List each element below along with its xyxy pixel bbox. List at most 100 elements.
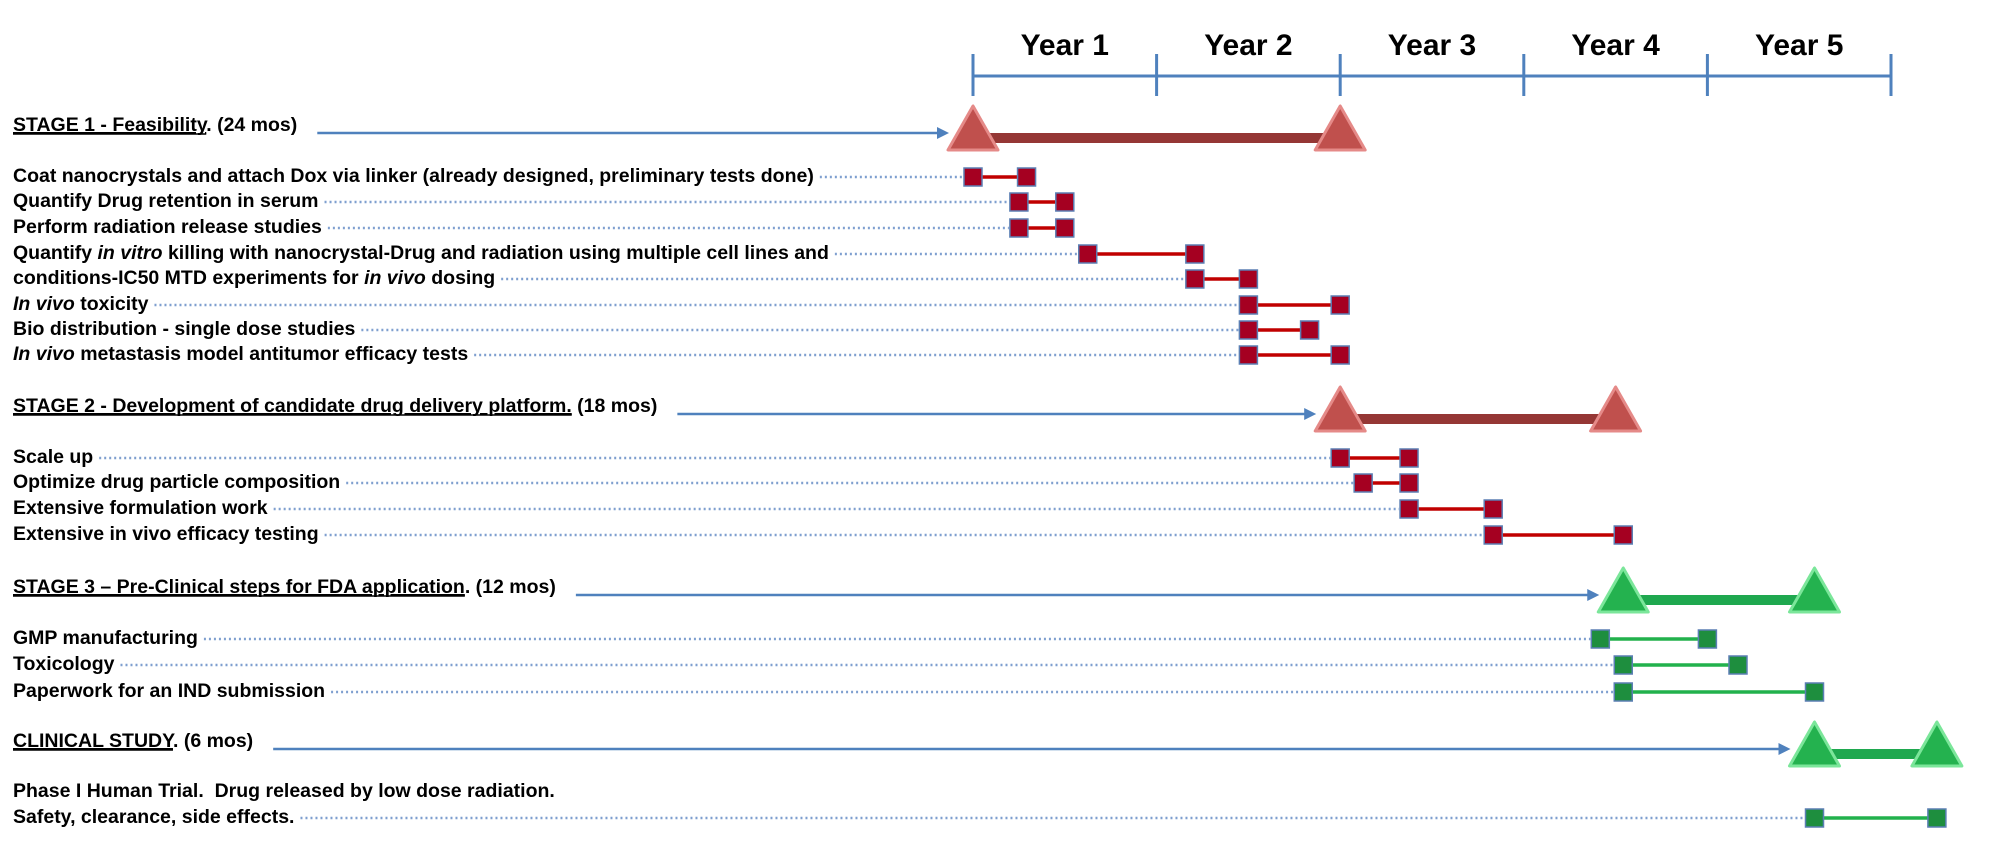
task-label: In vivo toxicity — [13, 293, 149, 315]
task-label: Toxicology — [13, 653, 115, 675]
task-label: Perform radiation release studies — [13, 216, 322, 238]
task-start-marker — [1613, 682, 1633, 702]
task-label-part: Extensive formulation work — [13, 497, 268, 519]
task-label: Scale up — [13, 446, 93, 468]
task-label: Quantify in vitro killing with nanocryst… — [13, 242, 829, 264]
task-end-marker — [1055, 192, 1075, 212]
task-start-marker — [1483, 525, 1503, 545]
stage-label: STAGE 2 - Development of candidate drug … — [13, 395, 657, 417]
task-label-part: GMP manufacturing — [13, 627, 198, 649]
task-label-part: In vivo — [13, 293, 75, 315]
task-start-marker — [1238, 295, 1259, 315]
stage-label: STAGE 1 - Feasibility. (24 mos) — [13, 114, 297, 136]
task-end-marker — [1804, 682, 1825, 702]
task-label-part: in vivo — [364, 267, 426, 289]
task-label-part: Phase I Human Trial. Drug released by lo… — [13, 780, 555, 802]
task-label-part: conditions-IC50 MTD experiments for — [13, 267, 364, 289]
task-label-part: Coat nanocrystals and attach Dox via lin… — [13, 165, 814, 187]
task-end-marker — [1728, 655, 1748, 675]
stage-title: STAGE 2 - Development of candidate drug … — [13, 395, 572, 417]
task-start-marker — [1009, 218, 1029, 238]
stage-arrow-head — [937, 127, 949, 139]
stage-end-marker — [1788, 566, 1841, 614]
task-label-part: In vivo — [13, 343, 75, 365]
task-label-part: metastasis model antitumor efficacy test… — [75, 343, 469, 365]
task-start-marker — [1238, 345, 1259, 365]
task-label: Safety, clearance, side effects. — [13, 806, 294, 828]
stage-title: STAGE 3 – Pre-Clinical steps for FDA app… — [13, 576, 465, 598]
stage-start-marker — [1788, 720, 1841, 768]
stage-end-marker — [1313, 104, 1367, 152]
task-label: In vivo metastasis model antitumor effic… — [13, 343, 468, 365]
task-label-part: Optimize drug particle composition — [13, 471, 340, 493]
task-end-marker — [1330, 345, 1350, 365]
task-start-marker — [1078, 244, 1098, 264]
task-label: Bio distribution - single dose studies — [13, 318, 356, 340]
task-end-marker — [1299, 320, 1320, 340]
task-start-marker — [1353, 473, 1373, 493]
task-start-marker — [1330, 448, 1350, 468]
task-start-marker — [1185, 269, 1205, 289]
task-start-marker — [1804, 808, 1825, 828]
task-label-part: dosing — [426, 267, 495, 289]
task-start-marker — [1613, 655, 1633, 675]
task-label: Optimize drug particle composition — [13, 471, 340, 493]
year-label: Year 4 — [1571, 29, 1660, 62]
task-label-part: Toxicology — [13, 653, 115, 675]
stage-start-marker — [1596, 566, 1650, 614]
task-label: Extensive in vivo efficacy testing — [13, 523, 319, 545]
task-label-part: Scale up — [13, 446, 93, 468]
task-start-marker — [963, 167, 983, 187]
task-start-marker — [1399, 499, 1419, 519]
stage-duration: . (6 mos) — [173, 730, 253, 752]
stage-start-marker — [1313, 385, 1367, 433]
year-label: Year 2 — [1204, 29, 1292, 62]
task-label-part: toxicity — [75, 293, 149, 315]
task-start-marker — [1590, 629, 1611, 649]
task-label-part: Paperwork for an IND submission — [13, 680, 325, 702]
stage-duration: . (24 mos) — [206, 114, 297, 136]
stage-duration: (18 mos) — [572, 395, 658, 417]
task-label: Coat nanocrystals and attach Dox via lin… — [13, 165, 814, 187]
task-label-part: Bio distribution - single dose studies — [13, 318, 356, 340]
task-end-marker — [1399, 448, 1419, 468]
task-label-part: killing with nanocrystal-Drug and radiat… — [163, 242, 829, 264]
task-label-part: Safety, clearance, side effects. — [13, 806, 294, 828]
year-label: Year 3 — [1388, 29, 1476, 62]
stage-arrow-head — [1587, 589, 1600, 601]
stage-duration: . (12 mos) — [465, 576, 556, 598]
task-end-marker — [1330, 295, 1350, 315]
task-label-part: Extensive in vivo efficacy testing — [13, 523, 319, 545]
task-end-marker — [1697, 629, 1718, 649]
stage-start-marker — [946, 104, 1000, 152]
task-end-marker — [1238, 269, 1259, 289]
stage-label: STAGE 3 – Pre-Clinical steps for FDA app… — [13, 576, 556, 598]
task-label: Extensive formulation work — [13, 497, 268, 519]
year-label: Year 5 — [1755, 29, 1843, 62]
stage-title: CLINICAL STUDY — [13, 730, 175, 752]
task-end-marker — [1483, 499, 1503, 519]
task-end-marker — [1055, 218, 1075, 238]
stage-arrow-head — [1778, 743, 1791, 755]
stage-title: STAGE 1 - Feasibility — [13, 114, 208, 136]
task-label-part: Quantify Drug retention in serum — [13, 190, 319, 212]
stage-end-marker — [1910, 720, 1964, 768]
task-label: Phase I Human Trial. Drug released by lo… — [13, 780, 555, 802]
task-end-marker — [1185, 244, 1205, 264]
task-label: Quantify Drug retention in serum — [13, 190, 319, 212]
year-label: Year 1 — [1021, 29, 1109, 62]
task-end-marker — [1016, 167, 1037, 187]
task-label: Paperwork for an IND submission — [13, 680, 325, 702]
task-start-marker — [1238, 320, 1259, 340]
task-label-part: Quantify — [13, 242, 98, 264]
task-label-part: in vitro — [98, 242, 163, 264]
stage-arrow-head — [1304, 408, 1317, 420]
stage-label: CLINICAL STUDY. (6 mos) — [13, 730, 253, 752]
task-end-marker — [1399, 473, 1419, 493]
task-start-marker — [1009, 192, 1029, 212]
task-label-part: Perform radiation release studies — [13, 216, 322, 238]
task-label: GMP manufacturing — [13, 627, 198, 649]
task-end-marker — [1613, 525, 1633, 545]
stage-end-marker — [1589, 385, 1643, 433]
